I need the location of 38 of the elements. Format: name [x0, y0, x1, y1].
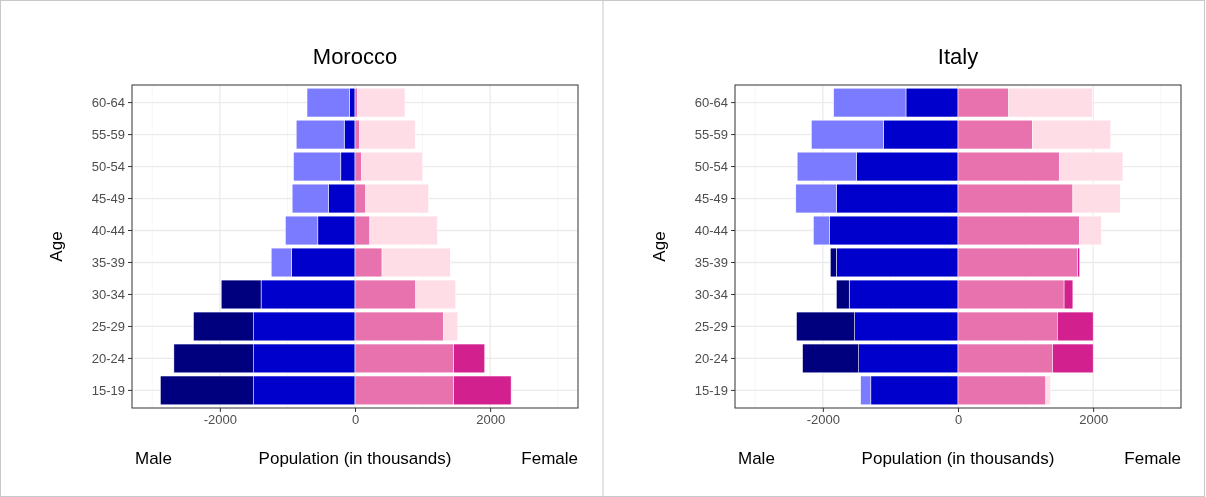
y-tick-label: 15-19 [694, 382, 728, 398]
x-axis-title: Population (in thousands) [258, 449, 452, 468]
y-tick-label: 40-44 [694, 222, 728, 238]
y-tick-label: 20-24 [694, 350, 728, 366]
y-tick-label: 50-54 [694, 158, 728, 174]
y-tick-label: 25-29 [694, 318, 728, 334]
y-tick-label: 30-34 [91, 286, 125, 302]
y-axis-title: Age [650, 231, 669, 262]
y-tick-label: 45-49 [91, 190, 125, 206]
y-tick-label: 35-39 [91, 254, 125, 270]
x-axis-title: Population (in thousands) [861, 449, 1055, 468]
text: Female [1124, 449, 1181, 468]
chart-title: Morocco [312, 44, 398, 69]
x-tick-label: -2000 [203, 412, 237, 428]
x-tick-label: 0 [351, 412, 360, 428]
x-tick-label: -2000 [806, 412, 840, 428]
y-tick-label: 45-49 [694, 190, 728, 206]
y-tick-label: 30-34 [694, 286, 728, 302]
text: Male [135, 449, 172, 468]
y-tick-label: 60-64 [91, 94, 125, 110]
y-tick-label: 15-19 [91, 382, 125, 398]
y-tick-label: 60-64 [694, 94, 728, 110]
y-tick-label: 55-59 [91, 126, 125, 142]
y-tick-label: 50-54 [91, 158, 125, 174]
text: Male [738, 449, 775, 468]
y-tick-label: 35-39 [694, 254, 728, 270]
y-tick-label: 40-44 [91, 222, 125, 238]
y-tick-label: 55-59 [694, 126, 728, 142]
x-tick-label: 0 [954, 412, 963, 428]
x-tick-label: 2000 [1079, 412, 1109, 428]
y-tick-label: 20-24 [91, 350, 125, 366]
y-axis-title: Age [47, 231, 66, 262]
chart-title: Italy [937, 44, 979, 69]
text: Female [521, 449, 578, 468]
bar [357, 87, 406, 118]
x-tick-label: 2000 [476, 412, 506, 428]
y-tick-label: 25-29 [91, 318, 125, 334]
bar [306, 87, 350, 118]
